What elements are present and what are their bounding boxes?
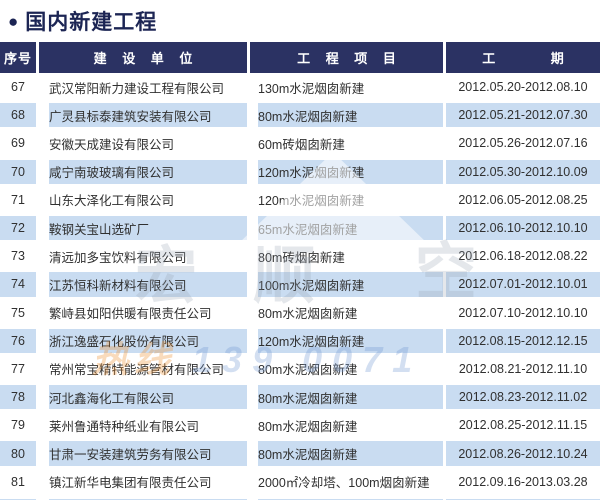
row-project: 65m水泥烟囱新建	[250, 214, 443, 242]
row-period: 2012.05.26-2012.07.16	[458, 136, 588, 151]
table-row: 79 莱州鲁通特种纸业有限公司 80m水泥烟囱新建 2012.08.25-201…	[0, 411, 600, 439]
row-project: 80m水泥烟囱新建	[250, 383, 443, 411]
row-project: 80m砖烟囱新建	[258, 250, 345, 265]
row-company: 镇江新华电集团有限责任公司	[49, 476, 212, 491]
row-project: 80m水泥烟囱新建	[258, 307, 358, 322]
row-project: 80m水泥烟囱新建	[258, 363, 358, 378]
table-row: 68 广灵县标泰建筑安装有限公司 80m水泥烟囱新建 2012.05.21-20…	[0, 101, 600, 129]
table-row: 78 河北鑫海化工有限公司 80m水泥烟囱新建 2012.08.23-2012.…	[0, 383, 600, 411]
table-row: 67 武汉常阳新力建设工程有限公司 130m水泥烟囱新建 2012.05.20-…	[0, 73, 600, 101]
page-title: 国内新建工程	[25, 11, 158, 34]
row-index: 70	[0, 158, 36, 186]
row-period: 2012.08.26-2012.10.24	[446, 439, 600, 467]
row-company	[39, 496, 247, 500]
row-project: 80m水泥烟囱新建	[258, 419, 358, 434]
row-index: 71	[11, 192, 25, 207]
row-company: 山东大泽化工有限公司	[49, 194, 175, 209]
row-index: 79	[11, 418, 25, 433]
table-row: 75 繁峙县如阳供暖有限责任公司 80m水泥烟囱新建 2012.07.10-20…	[0, 299, 600, 327]
row-period: 2012.07.10-2012.10.10	[458, 305, 588, 320]
table-row: 72 鞍钢关宝山选矿厂 65m水泥烟囱新建 2012.06.10-2012.10…	[0, 214, 600, 242]
table-row: 77 常州常宝精特能源管材有限公司 80m水泥烟囱新建 2012.08.21-2…	[0, 355, 600, 383]
row-index: 67	[11, 80, 25, 95]
row-period: 2012.06.10-2012.10.10	[446, 214, 600, 242]
row-company: 咸宁南玻玻璃有限公司	[39, 158, 247, 186]
row-project	[250, 496, 443, 500]
row-project: 120m水泥烟囱新建	[250, 158, 443, 186]
row-period	[446, 496, 600, 500]
table-row: 71 山东大泽化工有限公司 120m水泥烟囱新建 2012.06.05-2012…	[0, 186, 600, 214]
row-company: 江苏恒科新材料有限公司	[39, 270, 247, 298]
row-period: 2012.08.25-2012.11.15	[458, 418, 588, 433]
table-row: 69 安徽天成建设有限公司 60m砖烟囱新建 2012.05.26-2012.0…	[0, 129, 600, 157]
row-period: 2012.06.18-2012.08.22	[458, 249, 588, 264]
table-row: 80 甘肃一安装建筑劳务有限公司 80m水泥烟囱新建 2012.08.26-20…	[0, 439, 600, 467]
projects-table: 序号 建 设 单 位 工 程 项 目 工 期 67 武汉常阳新力建设工程有限公司…	[0, 42, 600, 500]
row-company: 繁峙县如阳供暖有限责任公司	[49, 307, 212, 322]
table-row: 74 江苏恒科新材料有限公司 100m水泥烟囱新建 2012.07.01-201…	[0, 270, 600, 298]
row-company: 广灵县标泰建筑安装有限公司	[39, 101, 247, 129]
row-period: 2012.07.01-2012.10.01	[446, 270, 600, 298]
row-period: 2012.09.16-2013.03.28	[458, 474, 588, 489]
row-company: 常州常宝精特能源管材有限公司	[49, 363, 225, 378]
row-project: 120m水泥烟囱新建	[250, 327, 443, 355]
row-company: 莱州鲁通特种纸业有限公司	[49, 419, 200, 434]
row-company: 安徽天成建设有限公司	[49, 137, 175, 152]
row-index: 80	[0, 439, 36, 467]
row-project: 2000㎡冷却塔、100m烟囱新建	[258, 476, 430, 491]
row-company: 河北鑫海化工有限公司	[39, 383, 247, 411]
row-period: 2012.08.15-2012.12.15	[446, 327, 600, 355]
table-row: 73 清远加多宝饮料有限公司 80m砖烟囱新建 2012.06.18-2012.…	[0, 242, 600, 270]
row-period: 2012.08.21-2012.11.10	[458, 361, 588, 376]
row-index: 72	[0, 214, 36, 242]
col-header-index: 序号	[0, 42, 36, 73]
row-period: 2012.05.21-2012.07.30	[446, 101, 600, 129]
col-header-project: 工 程 项 目	[250, 42, 443, 73]
row-index: 68	[0, 101, 36, 129]
table-row-partial	[0, 496, 600, 500]
row-period: 2012.08.23-2012.11.02	[446, 383, 600, 411]
row-project: 100m水泥烟囱新建	[250, 270, 443, 298]
col-header-period: 工 期	[446, 42, 600, 73]
section-title-bar: ● 国内新建工程	[0, 0, 600, 42]
row-index: 81	[11, 474, 25, 489]
row-company: 武汉常阳新力建设工程有限公司	[49, 81, 225, 96]
table-row: 76 浙江逸盛石化股份有限公司 120m水泥烟囱新建 2012.08.15-20…	[0, 327, 600, 355]
row-index: 73	[11, 249, 25, 264]
row-index: 69	[11, 136, 25, 151]
row-period: 2012.05.20-2012.08.10	[458, 80, 588, 95]
row-index: 74	[0, 270, 36, 298]
row-index: 75	[11, 305, 25, 320]
row-index: 77	[11, 361, 25, 376]
table-body: 67 武汉常阳新力建设工程有限公司 130m水泥烟囱新建 2012.05.20-…	[0, 73, 600, 496]
col-header-company: 建 设 单 位	[39, 42, 247, 73]
table-row: 70 咸宁南玻玻璃有限公司 120m水泥烟囱新建 2012.05.30-2012…	[0, 158, 600, 186]
bullet-icon: ●	[8, 11, 19, 31]
table-header-row: 序号 建 设 单 位 工 程 项 目 工 期	[0, 42, 600, 73]
row-company: 鞍钢关宝山选矿厂	[39, 214, 247, 242]
table-row: 81 镇江新华电集团有限责任公司 2000㎡冷却塔、100m烟囱新建 2012.…	[0, 468, 600, 496]
row-project: 130m水泥烟囱新建	[258, 81, 365, 96]
row-project: 80m水泥烟囱新建	[250, 101, 443, 129]
row-company: 清远加多宝饮料有限公司	[49, 250, 187, 265]
row-company: 甘肃一安装建筑劳务有限公司	[39, 439, 247, 467]
row-index	[0, 496, 36, 500]
row-project: 80m水泥烟囱新建	[250, 439, 443, 467]
row-index: 76	[0, 327, 36, 355]
row-index: 78	[0, 383, 36, 411]
row-company: 浙江逸盛石化股份有限公司	[39, 327, 247, 355]
row-period: 2012.05.30-2012.10.09	[446, 158, 600, 186]
row-project: 120m水泥烟囱新建	[258, 194, 365, 209]
row-project: 60m砖烟囱新建	[258, 137, 345, 152]
row-period: 2012.06.05-2012.08.25	[458, 192, 588, 207]
